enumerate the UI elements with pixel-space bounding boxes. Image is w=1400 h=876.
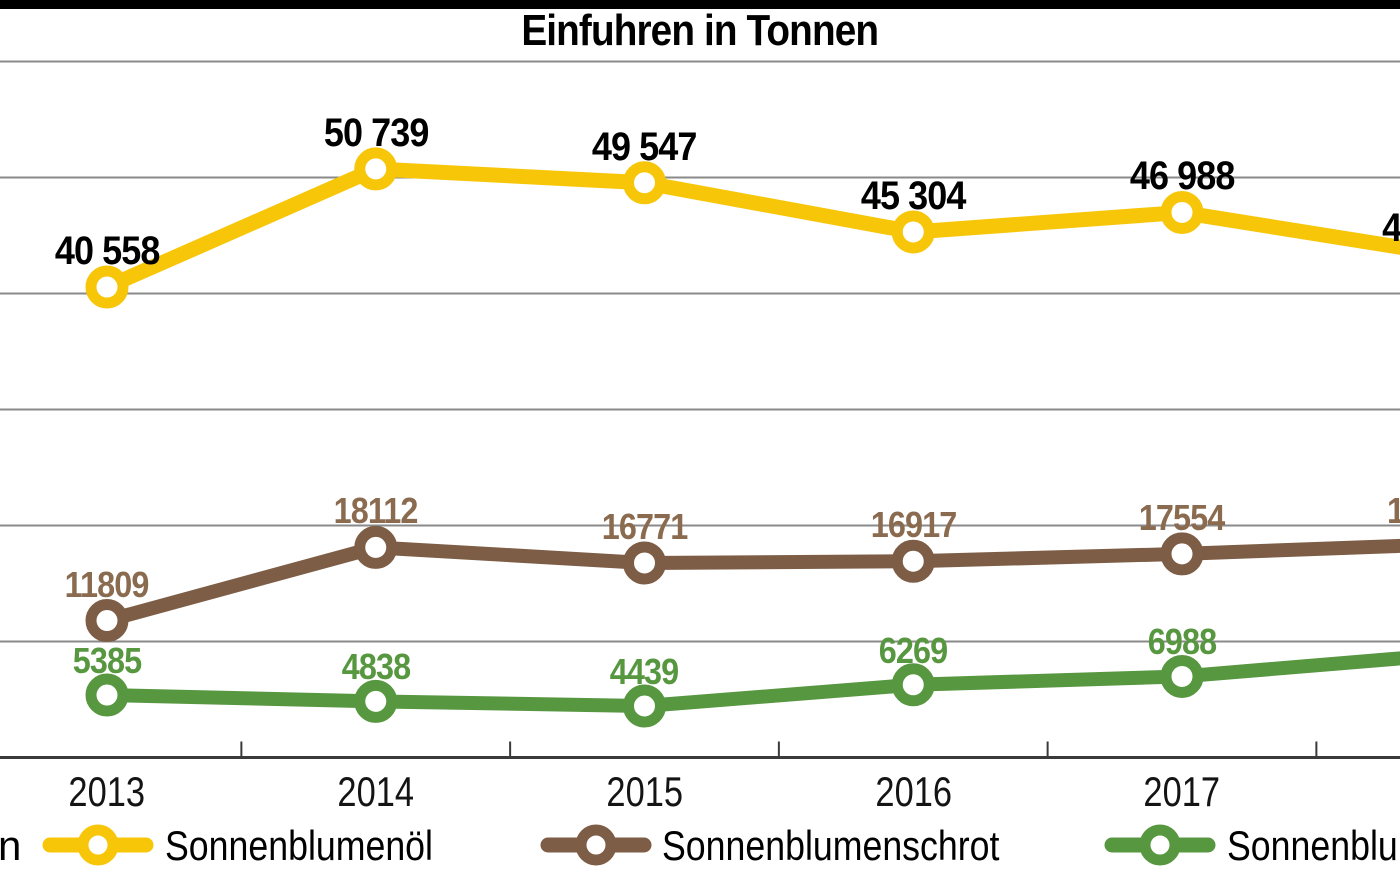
legend-cropped-fragment: n bbox=[0, 822, 22, 869]
data-point-marker bbox=[354, 147, 398, 191]
data-label: 49 547 bbox=[485, 127, 805, 167]
legend-label-text: Sonnenblumenschrot bbox=[662, 822, 1000, 869]
data-label-text: 49 547 bbox=[592, 124, 698, 169]
legend-label-text: Sonnenblumenöl bbox=[165, 822, 433, 869]
data-label: 40 558 bbox=[0, 231, 267, 271]
cropped-data-label-text: 4 bbox=[1382, 208, 1400, 248]
data-label-text: 16917 bbox=[870, 504, 957, 546]
data-label: 45 304 bbox=[753, 176, 1073, 216]
data-label-text: 4838 bbox=[341, 646, 411, 688]
data-label: 6269 bbox=[753, 629, 1073, 671]
legend-symbol-0 bbox=[42, 819, 154, 876]
data-label: 4838 bbox=[216, 649, 536, 685]
data-label-text: 18112 bbox=[333, 490, 419, 532]
x-axis-label-text: 2014 bbox=[337, 768, 415, 815]
x-axis-label-2014: 2014 bbox=[266, 768, 486, 816]
data-label: 6988 bbox=[1022, 624, 1342, 660]
chart-title: Einfuhren in Tonnen bbox=[0, 6, 1400, 56]
series-line-2 bbox=[100, 651, 1400, 714]
data-label-text: 46 988 bbox=[1129, 154, 1236, 199]
data-label-text: 40 558 bbox=[54, 229, 161, 274]
series-line-0 bbox=[99, 161, 1400, 295]
data-point-marker bbox=[891, 663, 935, 707]
data-label: 46 988 bbox=[1022, 156, 1342, 196]
x-axis-label-2017: 2017 bbox=[1072, 768, 1292, 816]
data-label-text: 5385 bbox=[72, 640, 142, 682]
cropped-data-label-text: 1 bbox=[1387, 493, 1400, 529]
data-label: 50 739 bbox=[216, 113, 536, 153]
legend-line-marker-icon bbox=[42, 824, 154, 866]
x-axis-label-text: 2016 bbox=[874, 768, 952, 815]
data-point-marker bbox=[623, 161, 666, 205]
cropped-data-label-fragment: 1 bbox=[1386, 493, 1400, 529]
data-label: 11809 bbox=[0, 563, 267, 605]
x-axis-label-text: 2013 bbox=[68, 768, 146, 815]
x-axis-label-text: 2017 bbox=[1143, 768, 1221, 815]
data-label: 16771 bbox=[485, 505, 805, 547]
chart-title-text: Einfuhren in Tonnen bbox=[521, 6, 880, 55]
data-point-marker bbox=[891, 539, 935, 583]
x-axis-label-2013: 2013 bbox=[0, 768, 217, 816]
data-label-text: 45 304 bbox=[860, 173, 967, 218]
legend-label-0: Sonnenblumenöl bbox=[165, 822, 480, 870]
data-label: 18112 bbox=[216, 493, 536, 529]
data-point-marker bbox=[623, 684, 666, 728]
data-label: 5385 bbox=[0, 643, 267, 679]
legend-label-1: Sonnenblumenschrot bbox=[662, 822, 1059, 870]
data-label-text: 6988 bbox=[1147, 621, 1217, 663]
top-border-bar bbox=[0, 0, 1400, 9]
data-label-text: 16771 bbox=[601, 505, 688, 547]
data-point-marker bbox=[354, 525, 398, 569]
data-label-text: 11809 bbox=[65, 563, 150, 605]
data-point-marker bbox=[85, 673, 129, 717]
data-point-marker bbox=[354, 679, 398, 723]
data-label-text: 6269 bbox=[879, 629, 948, 671]
data-label-text: 50 739 bbox=[323, 110, 429, 155]
data-point-marker bbox=[85, 599, 129, 643]
legend-symbol-2 bbox=[1104, 819, 1216, 876]
series-line-1 bbox=[100, 538, 1400, 628]
data-label-text: 4439 bbox=[610, 651, 679, 692]
x-axis-label-2016: 2016 bbox=[803, 768, 1023, 816]
data-point-marker bbox=[623, 541, 666, 585]
legend-symbol-1 bbox=[540, 819, 652, 876]
data-label: 4439 bbox=[485, 654, 805, 690]
data-label-text: 17554 bbox=[1139, 496, 1225, 538]
data-label: 16917 bbox=[753, 507, 1073, 543]
cropped-data-label-fragment: 4 bbox=[1381, 208, 1400, 248]
data-point-marker bbox=[1160, 654, 1204, 698]
x-axis-label-2015: 2015 bbox=[535, 768, 755, 816]
legend-line-marker-icon bbox=[1104, 824, 1216, 866]
data-point-marker bbox=[85, 265, 129, 309]
data-point-marker bbox=[1160, 190, 1204, 234]
data-point-marker bbox=[891, 210, 935, 254]
legend-label-text: Sonnenblu bbox=[1227, 822, 1398, 869]
data-label: 17554 bbox=[1022, 496, 1342, 538]
data-point-marker bbox=[1160, 532, 1204, 576]
legend-line-marker-icon bbox=[540, 824, 652, 866]
legend-label-2: Sonnenblu bbox=[1227, 822, 1400, 870]
x-axis-label-text: 2015 bbox=[606, 768, 683, 815]
